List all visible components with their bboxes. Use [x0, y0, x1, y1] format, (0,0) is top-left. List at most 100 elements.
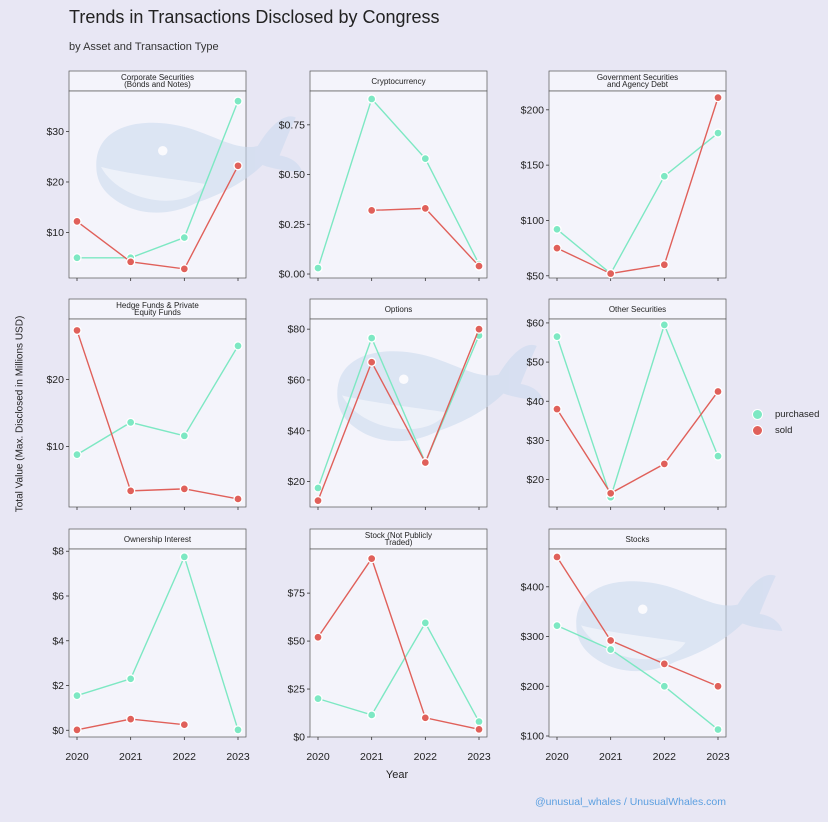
y-tick-label: $300 — [521, 631, 545, 643]
data-point-purchased — [420, 153, 430, 164]
x-tick-label: 2020 — [306, 751, 330, 763]
data-point-sold — [72, 216, 82, 227]
chart-subtitle: by Asset and Transaction Type — [69, 41, 219, 53]
data-point-purchased — [659, 320, 669, 330]
series-line-purchased — [317, 335, 480, 489]
facet-title: Hedge Funds & Private — [116, 301, 199, 310]
whale-watermark — [96, 116, 303, 213]
y-tick-label: $8 — [52, 546, 64, 558]
data-point-sold — [367, 357, 377, 367]
data-point-sold — [659, 659, 669, 669]
series-line-sold — [556, 391, 719, 495]
y-tick-label: $10 — [46, 441, 64, 453]
series-line-purchased — [77, 100, 239, 259]
y-tick-label: $200 — [521, 104, 545, 116]
data-point-sold — [659, 459, 669, 469]
data-point-sold — [474, 261, 484, 271]
legend-marker-purchased — [752, 408, 763, 420]
facet-title: (Bonds and Notes) — [124, 80, 191, 89]
data-point-sold — [313, 495, 323, 506]
legend-item-sold: sold — [752, 422, 819, 438]
data-point-purchased — [552, 224, 562, 234]
data-point-purchased — [367, 710, 377, 720]
facet-panel: Stocks $100 $200 $300 $400 2020 2021 2022 2023 — [521, 528, 783, 763]
data-point-purchased — [313, 263, 323, 273]
y-tick-label: $4 — [52, 635, 64, 647]
data-point-sold — [233, 494, 243, 504]
data-point-sold — [606, 268, 616, 279]
facet-title: Options — [385, 305, 413, 314]
data-point-purchased — [367, 94, 377, 104]
facet-panel: Other Securities $20 $30 $40 $50 $60 — [526, 298, 727, 510]
y-tick-label: $100 — [521, 731, 545, 743]
data-point-purchased — [179, 431, 189, 441]
series-line-purchased — [556, 132, 719, 275]
facet-title: Stocks — [625, 535, 649, 544]
data-point-purchased — [126, 674, 136, 684]
series-line-sold — [556, 97, 719, 275]
data-point-sold — [713, 92, 723, 103]
x-axis-label: Year — [385, 769, 409, 781]
data-point-purchased — [713, 724, 723, 735]
data-point-purchased — [72, 449, 82, 460]
facet-title: Stock (Not Publicly — [365, 531, 432, 540]
series-line-purchased — [76, 345, 239, 456]
facet-title: Other Securities — [609, 305, 666, 314]
series-line-purchased — [556, 322, 719, 500]
x-tick-label: 2020 — [65, 751, 89, 763]
legend: purchased sold — [752, 406, 819, 438]
y-tick-label: $2 — [52, 680, 64, 692]
data-point-sold — [179, 484, 189, 494]
data-point-sold — [552, 404, 562, 414]
y-tick-label: $0.00 — [279, 269, 305, 281]
x-tick-label: 2023 — [467, 751, 491, 763]
y-tick-label: $30 — [526, 435, 544, 447]
series-line-sold — [317, 328, 480, 501]
plot-area — [548, 90, 727, 279]
data-point-sold — [552, 552, 562, 562]
y-tick-label: $30 — [46, 126, 64, 138]
y-tick-label: $60 — [287, 374, 305, 386]
y-tick-label: $400 — [521, 581, 545, 593]
plot-area — [309, 548, 488, 738]
chart-title: Trends in Transactions Disclosed by Cong… — [69, 7, 440, 27]
x-tick-label: 2021 — [599, 751, 623, 763]
legend-label-sold: sold — [775, 424, 793, 436]
y-tick-label: $0.50 — [279, 169, 305, 181]
data-point-sold — [606, 488, 616, 498]
y-tick-label: $6 — [52, 591, 64, 603]
data-point-purchased — [233, 725, 243, 735]
x-tick-label: 2022 — [173, 751, 197, 763]
y-tick-label: $75 — [287, 588, 305, 600]
data-point-purchased — [713, 128, 723, 138]
facet-panel: Ownership Interest $0 $2 $4 $6 $8 2020 2021 2022… — [52, 528, 250, 763]
series-line-sold — [556, 556, 719, 687]
y-tick-label: $200 — [521, 681, 545, 693]
data-point-sold — [126, 714, 136, 724]
x-tick-label: 2023 — [706, 751, 730, 763]
y-tick-label: $0 — [52, 725, 64, 737]
data-point-purchased — [367, 333, 377, 343]
y-tick-label: $50 — [526, 357, 544, 369]
data-point-purchased — [126, 417, 136, 428]
data-point-purchased — [474, 717, 484, 727]
facet-title: Government Securities — [597, 73, 678, 82]
legend-marker-sold — [752, 424, 763, 436]
data-point-sold — [126, 257, 136, 267]
facet-panel: Cryptocurrency $0.00 $0.25 $0.50 $0.75 — [279, 70, 488, 281]
data-point-purchased — [233, 341, 243, 351]
x-tick-label: 2021 — [119, 751, 143, 763]
data-point-purchased — [72, 690, 82, 701]
y-tick-label: $80 — [287, 324, 305, 336]
y-tick-label: $20 — [46, 176, 64, 188]
series-line-sold — [76, 165, 239, 270]
legend-item-purchased: purchased — [752, 406, 819, 422]
data-point-sold — [606, 635, 616, 646]
facet-title: Equity Funds — [134, 308, 181, 317]
y-tick-label: $20 — [287, 476, 305, 488]
y-tick-label: $100 — [521, 215, 545, 227]
series-line-purchased — [556, 624, 719, 731]
